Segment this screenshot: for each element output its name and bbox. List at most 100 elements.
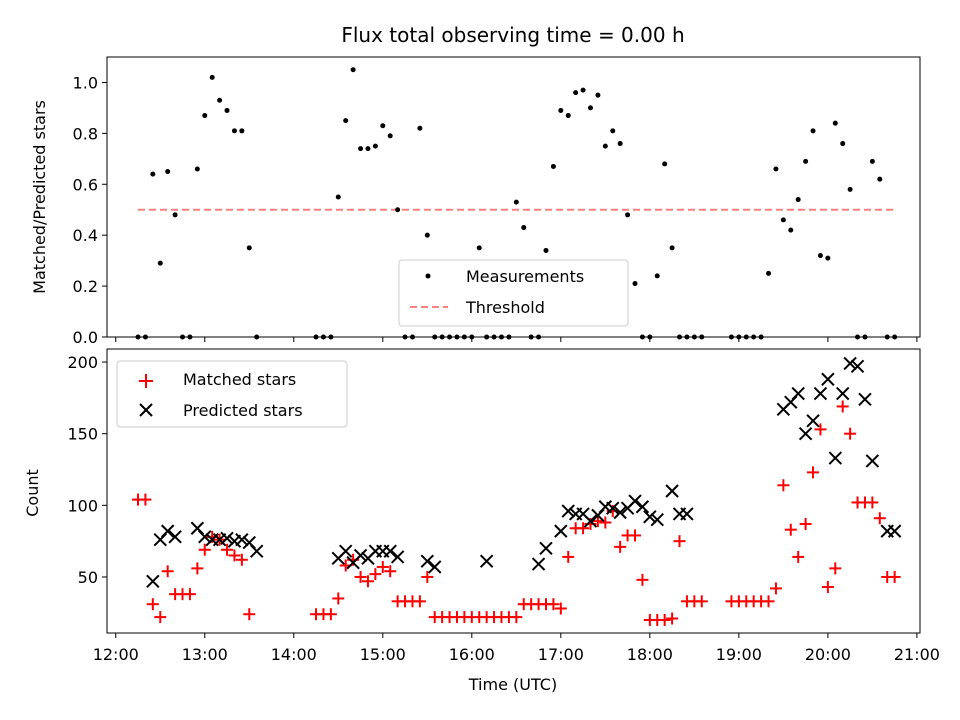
- predicted-point: [561, 504, 575, 518]
- bottom-x-tick-label: 19:00: [716, 645, 762, 664]
- measurement-point: [172, 212, 178, 218]
- measurement-point: [165, 169, 171, 175]
- measurement-point: [817, 253, 823, 259]
- measurement-point: [476, 245, 482, 251]
- measurement-point: [840, 141, 846, 147]
- measurement-point: [231, 128, 237, 134]
- top-legend: Measurements Threshold: [398, 259, 629, 327]
- count-panel: 50 100 150 200 12:00 13:00 14:00 15:00 16:00 17:…: [23, 348, 940, 694]
- matched-point: [243, 608, 256, 621]
- top-y-tick-label: 0.6: [73, 175, 98, 194]
- matched-point: [332, 592, 345, 605]
- predicted-point: [146, 574, 160, 588]
- measurement-point: [521, 225, 527, 231]
- measurement-points: [135, 67, 898, 340]
- measurement-point: [669, 245, 675, 251]
- matched-point: [792, 550, 805, 563]
- measurement-point: [825, 255, 831, 261]
- predicted-point: [643, 510, 657, 524]
- bottom-x-tick-label: 16:00: [449, 645, 495, 664]
- measurement-point: [632, 281, 638, 287]
- predicted-point: [813, 386, 828, 401]
- measurement-point: [788, 227, 794, 233]
- predicted-point: [628, 494, 642, 508]
- matched-point: [183, 588, 196, 601]
- predicted-point: [539, 541, 553, 556]
- matched-point: [510, 611, 523, 624]
- bottom-legend: Matched stars Predicted stars: [116, 360, 348, 428]
- predicted-point: [791, 386, 805, 401]
- matched-point: [413, 595, 426, 608]
- measurement-point: [209, 74, 215, 80]
- measurement-point: [365, 146, 371, 152]
- measurement-point: [380, 123, 386, 129]
- bottom-x-tick-label: 20:00: [805, 645, 851, 664]
- matched-point: [658, 613, 671, 626]
- matched-point: [844, 427, 857, 440]
- matched-point: [695, 595, 708, 608]
- matched-point: [161, 565, 174, 578]
- measurement-point: [424, 232, 430, 238]
- top-axes-frame: [106, 56, 921, 338]
- measurement-point: [157, 260, 163, 266]
- matched-point: [814, 423, 827, 436]
- measurement-point: [580, 87, 586, 93]
- matched-point: [673, 535, 686, 548]
- measurement-point: [810, 128, 816, 134]
- predicted-point: [479, 554, 494, 568]
- measurement-point: [869, 158, 875, 164]
- matched-point: [769, 582, 782, 595]
- measurement-point: [558, 107, 564, 113]
- measurement-point: [795, 197, 801, 203]
- bottom-y-tick-label: 50: [78, 568, 98, 587]
- measurement-point: [847, 186, 853, 192]
- predicted-point: [665, 484, 679, 498]
- predicted-point: [531, 557, 546, 571]
- matched-point: [235, 553, 248, 566]
- predicted-point: [635, 500, 650, 514]
- matched-point: [799, 517, 812, 530]
- top-y-ticks: 0.0 0.2 0.4 0.6 0.8 1.0: [73, 73, 107, 347]
- predicted-point: [650, 512, 664, 527]
- measurement-point: [617, 141, 623, 147]
- top-y-tick-label: 1.0: [73, 73, 98, 92]
- bottom-x-tick-label: 21:00: [894, 645, 940, 664]
- matched-point: [421, 570, 434, 583]
- bottom-x-tick-label: 17:00: [538, 645, 584, 664]
- predicted-point: [828, 451, 842, 465]
- matched-point: [361, 575, 374, 588]
- predicted-point: [390, 550, 405, 564]
- chart-title: Flux total observing time = 0.00 h: [341, 23, 684, 47]
- measurement-point: [350, 67, 356, 73]
- matched-point: [836, 400, 849, 413]
- measurement-point: [662, 161, 668, 167]
- predicted-point: [160, 524, 175, 538]
- matched-point: [228, 549, 241, 562]
- matched-point: [614, 540, 627, 553]
- ratio-panel: Flux total observing time = 0.00 h 0.00.…: [30, 23, 921, 347]
- measurement-point: [654, 273, 660, 279]
- measurement-point: [150, 171, 156, 177]
- matched-point: [762, 595, 775, 608]
- measurement-point: [513, 199, 519, 205]
- bottom-x-tick-label: 18:00: [627, 645, 673, 664]
- matched-point: [324, 608, 337, 621]
- measurement-point: [550, 163, 556, 169]
- measurement-point: [358, 146, 364, 152]
- predicted-point: [168, 530, 182, 544]
- measurement-point: [573, 90, 579, 96]
- predicted-points: [146, 356, 902, 588]
- measurement-point: [625, 212, 631, 218]
- bottom-x-ticks: 12:00 13:00 14:00 15:00 16:00 17:00 18:00 19:00…: [93, 633, 940, 664]
- predicted-point: [235, 533, 249, 547]
- matched-point: [599, 516, 612, 529]
- predicted-point: [583, 514, 598, 528]
- matched-point: [577, 522, 590, 535]
- measurement-point: [387, 133, 393, 139]
- measurement-point: [610, 128, 616, 134]
- measurement-point: [224, 107, 230, 113]
- matched-point: [666, 612, 679, 625]
- x-axis-label: Time (UTC): [468, 675, 557, 694]
- measurement-point: [773, 166, 779, 172]
